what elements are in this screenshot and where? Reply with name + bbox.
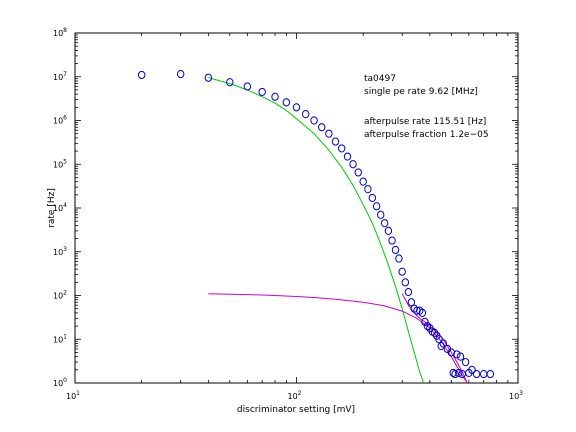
data-point [449,368,457,378]
y-tick-label-base: 10 [53,73,63,82]
fit-curve-single-pe [208,77,425,384]
data-point [204,73,213,82]
data-point [243,82,252,91]
data-point [318,123,326,132]
y-tick-label-base: 10 [53,335,63,344]
data-point [338,144,346,153]
data-point [380,219,389,228]
data-point [310,116,318,125]
data-point [451,369,459,379]
y-tick-label-base: 10 [53,248,63,257]
plot-area [74,32,519,384]
data-point [301,110,310,119]
y-tick-label: 108 [53,27,67,38]
annotation-afterpulse-fraction: afterpulse fraction 1.2e−05 [364,130,489,140]
x-tick-label-base: 10 [66,392,76,401]
y-tick-label-base: 10 [53,117,63,126]
data-point [395,254,403,263]
data-point [331,137,340,146]
data-point [437,341,445,351]
y-tick-label-exp: 6 [63,115,67,122]
data-point [404,287,413,297]
x-tick-label-exp: 3 [519,390,523,397]
data-point [292,103,301,112]
data-point [354,168,362,177]
data-point [472,369,481,379]
data-point [349,160,357,169]
x-tick-label-base: 10 [287,392,297,401]
data-point [368,193,377,203]
y-tick-label: 104 [53,202,67,213]
data-point [421,317,429,326]
y-tick-label: 100 [53,377,67,388]
y-tick-label-base: 10 [53,160,63,169]
data-point [176,69,185,79]
y-tick-label: 107 [53,71,67,82]
data-point [401,278,410,287]
y-tick-label-base: 10 [53,292,63,301]
y-tick-label-exp: 7 [63,71,67,78]
y-tick-label: 101 [53,333,67,344]
data-point [364,185,372,194]
x-axis-label: discriminator setting [mV] [237,405,355,415]
annotation-single-pe-rate: single pe rate 9.62 [MHz] [364,87,478,97]
data-point [461,358,470,367]
x-tick-label-exp: 2 [298,390,302,397]
y-tick-label: 106 [53,115,67,126]
data-point [423,321,432,331]
annotation-afterpulse-rate: afterpulse rate 115.51 [Hz] [364,117,486,127]
data-point [343,152,352,161]
data-point [226,78,234,87]
y-tick-label-exp: 0 [63,377,67,384]
x-tick-label-exp: 1 [76,390,80,397]
data-point [418,308,427,318]
data-point [384,226,393,235]
y-tick-label-base: 10 [53,204,63,213]
y-axis-label: rate [Hz] [47,188,57,228]
data-point [359,177,367,186]
data-point [468,365,476,374]
data-point [388,236,396,245]
y-tick-label-exp: 3 [63,246,67,253]
data-point [398,267,406,276]
data-point [391,245,400,255]
data-point [137,70,146,80]
data-point [456,352,465,361]
y-tick-label-exp: 2 [63,290,67,297]
x-tick-label-base: 10 [509,392,519,401]
data-point [455,368,463,378]
data-point [282,98,291,107]
data-point [271,92,279,101]
x-tick-label: 101 [66,390,80,401]
x-tick-label: 102 [287,390,301,401]
data-point [372,202,381,211]
y-tick-label-base: 10 [53,29,63,38]
y-tick-label: 102 [53,290,67,301]
y-tick-label-exp: 4 [63,202,67,209]
data-point [258,87,266,97]
y-tick-label: 105 [53,158,67,169]
y-tick-label-exp: 5 [63,158,67,165]
annotation-pmt-id: ta0497 [364,74,396,84]
y-tick-label-base: 10 [53,379,63,388]
y-tick-label: 103 [53,246,67,257]
data-point [486,369,495,379]
data-point [430,328,439,337]
data-point [439,339,447,348]
x-tick-labels: 101 102 103 [66,390,523,401]
data-point [377,210,385,219]
axis-ticks [74,32,519,384]
y-tick-label-exp: 1 [63,333,67,340]
y-tick-label-exp: 8 [63,27,67,34]
data-points [137,69,495,379]
x-tick-label: 103 [509,390,523,401]
data-point [325,129,333,138]
